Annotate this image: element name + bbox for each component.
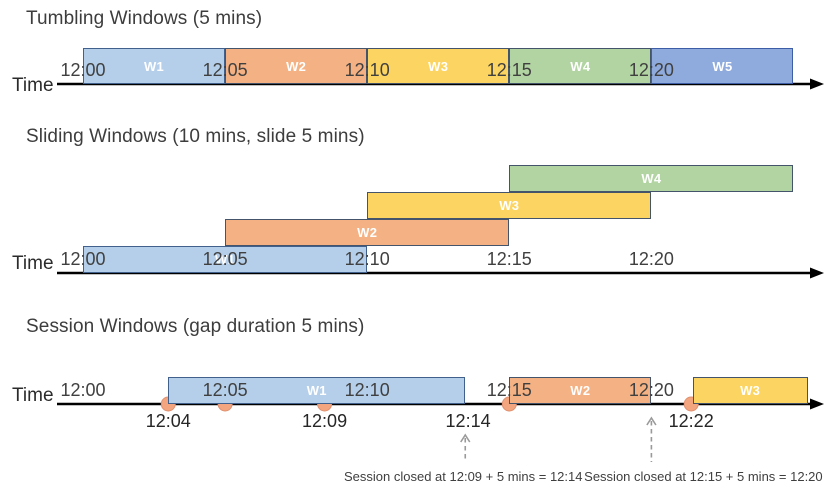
session-time-axis-label: Time	[12, 385, 54, 406]
window-label: W3	[740, 383, 761, 398]
sliding-timeline-arrowhead	[810, 267, 824, 279]
sliding-tick-label: 12:20	[628, 249, 674, 269]
tumbling-window-bar-w4: W4	[509, 48, 652, 84]
session-tick-label: 12:20	[628, 380, 674, 400]
tumbling-tick-label: 12:05	[202, 60, 248, 80]
window-label: W2	[286, 58, 307, 74]
tumbling-timeline-arrowhead	[810, 78, 824, 90]
tumbling-window-bar-w3: W3	[367, 48, 510, 84]
window-label: W3	[499, 198, 520, 213]
window-label: W1	[306, 383, 327, 398]
session-close-annotation: Session closed at 12:09 + 5 mins = 12:14	[344, 469, 583, 484]
sliding-tick-label: 12:00	[60, 249, 106, 269]
tumbling-window-bar-w2: W2	[225, 48, 368, 84]
window-label: W3	[428, 58, 449, 74]
window-label: W2	[570, 383, 591, 398]
session-tick-label: 12:05	[202, 380, 248, 400]
annotation-arrowhead	[460, 433, 471, 443]
sliding-time-axis-label: Time	[12, 253, 54, 274]
tumbling-section-title: Tumbling Windows (5 mins)	[26, 8, 263, 29]
window-label: W4	[641, 171, 662, 186]
session-tick-label: 12:00	[60, 380, 106, 400]
session-window-bar-w3: W3	[692, 377, 808, 404]
window-label: W2	[357, 225, 378, 240]
window-label: W1	[143, 58, 165, 74]
event-time-label: 12:09	[302, 411, 348, 431]
event-time-label: 12:22	[668, 411, 714, 431]
tumbling-time-axis-label: Time	[12, 75, 54, 96]
sliding-window-bar-w2: W2	[225, 219, 510, 246]
sliding-window-bar-w3: W3	[367, 192, 652, 219]
event-time-label: 12:14	[445, 411, 491, 431]
session-section-title: Session Windows (gap duration 5 mins)	[26, 316, 365, 337]
tumbling-window-bar-w5: W5	[651, 48, 794, 84]
tumbling-tick-label: 12:15	[486, 60, 532, 80]
tumbling-tick-label: 12:00	[60, 60, 106, 80]
sliding-section-title: Sliding Windows (10 mins, slide 5 mins)	[26, 126, 365, 147]
event-time-label: 12:04	[145, 411, 191, 431]
session-tick-label: 12:15	[486, 380, 532, 400]
tumbling-tick-label: 12:10	[344, 60, 390, 80]
sliding-window-bar-w1: W1	[83, 246, 368, 273]
session-window-bar-w2: W2	[509, 377, 652, 404]
annotation-arrowhead	[646, 416, 657, 426]
sliding-window-bar-w4: W4	[509, 165, 794, 192]
sliding-tick-label: 12:05	[202, 249, 248, 269]
window-label: W4	[570, 58, 591, 74]
window-label: W1	[215, 252, 236, 267]
session-close-annotation: Session closed at 12:15 + 5 mins = 12:20	[584, 469, 823, 484]
sliding-tick-label: 12:15	[486, 249, 532, 269]
tumbling-tick-label: 12:20	[628, 60, 674, 80]
session-window-bar-w1: W1	[168, 377, 466, 404]
session-timeline-arrowhead	[810, 398, 824, 410]
sliding-tick-label: 12:10	[344, 249, 390, 269]
tumbling-window-bar-w1: W1	[83, 48, 226, 84]
session-tick-label: 12:10	[344, 380, 390, 400]
window-label: W5	[712, 58, 733, 74]
